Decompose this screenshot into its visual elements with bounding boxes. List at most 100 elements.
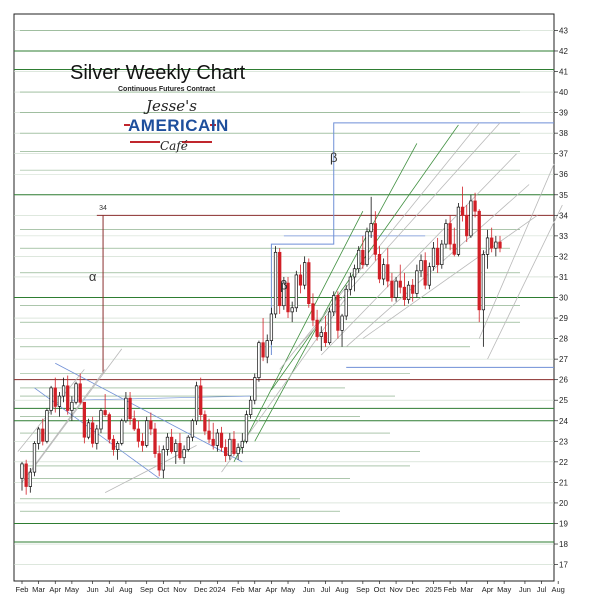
candle-body [415,270,419,294]
candle-body [124,397,128,422]
candle-body [115,443,120,450]
y-tick-label: 17 [559,561,568,570]
y-tick-label: 38 [559,129,568,138]
candle-body [107,414,111,440]
candle-body [248,399,253,415]
candle-body [319,332,323,337]
candle-body [357,249,361,270]
candle-body [485,237,490,255]
y-tick-label: 30 [559,294,568,303]
x-tick-label: Feb [232,585,245,594]
y-tick-label: 43 [559,26,568,35]
x-tick-label: Aug [335,585,348,594]
candle-body [269,313,274,341]
x-tick-label: Jul [104,585,114,594]
x-tick-label: Sep [140,585,153,594]
fan-line [487,204,563,360]
candle-body [149,420,153,430]
fan-line [362,214,538,339]
y-tick-label: 23 [559,437,568,446]
candle-body [86,422,91,438]
candle-body [41,428,45,442]
logo-stripe-bottom-left [130,141,160,143]
candle-body [452,243,456,255]
x-axis-tick-labels: Feb Mar Apr May Jun Jul Aug Sep Oct Nov Dec 2024 Feb… [16,581,565,594]
candle-body [203,414,207,432]
x-tick-label: May [65,585,79,594]
candle-body [286,282,290,313]
candle-body [228,438,232,457]
logo-text-cafe: Café [160,139,188,153]
candle-body [24,463,28,487]
y-axis-tick-labels: 17 18 19 20 21 22 23 24 25 26 27 28 29 30 31 32 33 34 35 36… [554,26,568,570]
candle-body [28,471,32,487]
candle-body [481,254,486,311]
candle-body [140,440,145,446]
candle-body [290,307,294,313]
candle-body [377,254,382,280]
x-tick-label: Dec [406,585,420,594]
y-tick-label: 18 [559,540,568,549]
candle-body [273,251,278,315]
fan-line [271,124,459,391]
candle-body [161,449,165,471]
candle-body [323,332,328,344]
x-tick-label: 2025 [425,585,442,594]
chart-annotation: 34 [99,205,107,212]
x-tick-label: Feb [444,585,457,594]
candle-body [398,280,402,288]
y-tick-label: 19 [559,519,568,528]
x-tick-label: Jul [537,585,547,594]
candle-body [369,223,373,233]
x-tick-label: Aug [119,585,132,594]
x-tick-label: Jun [519,585,531,594]
x-tick-label: Jul [321,585,331,594]
candle-body [70,401,74,411]
candle-body [381,264,386,280]
candle-body [402,286,407,300]
candle-body [436,247,440,265]
x-tick-label: Nov [389,585,403,594]
candle-body [465,214,469,237]
y-tick-label: 40 [559,88,568,97]
candle-body [49,387,53,411]
x-tick-label: Mar [32,585,45,594]
candle-body [340,315,344,331]
x-tick-label: May [281,585,295,594]
candle-body [327,311,332,344]
candle-body [352,268,357,278]
x-tick-label: Oct [374,585,387,594]
candle-body [240,440,244,448]
candle-body [469,200,473,237]
candle-body [136,428,141,442]
candle-body [103,410,107,415]
candle-body [448,223,452,245]
candle-body [490,237,494,249]
fan-line [233,211,364,463]
y-tick-label: 37 [559,150,568,159]
logo-stripe-right [210,124,216,126]
candle-body [440,243,444,265]
candle-body [194,385,199,422]
candle-body [169,436,174,452]
chart-annotation: β [330,150,337,165]
x-tick-label: Mar [460,585,473,594]
candle-body [82,401,86,438]
candle-body [460,206,465,216]
candle-body [406,284,411,300]
y-tick-label: 42 [559,47,568,56]
channel-line [71,395,251,401]
channel-line [55,362,243,463]
candle-body [394,280,398,298]
candle-body [311,303,315,321]
candle-body [53,387,57,407]
x-tick-label: Nov [173,585,187,594]
candle-body [190,420,195,438]
y-tick-label: 31 [559,273,568,282]
candle-body [390,280,394,298]
candle-body [498,241,502,249]
candle-body [111,438,116,450]
y-tick-label: 33 [559,232,568,241]
candle-body [298,274,303,286]
x-tick-label: Jun [303,585,315,594]
